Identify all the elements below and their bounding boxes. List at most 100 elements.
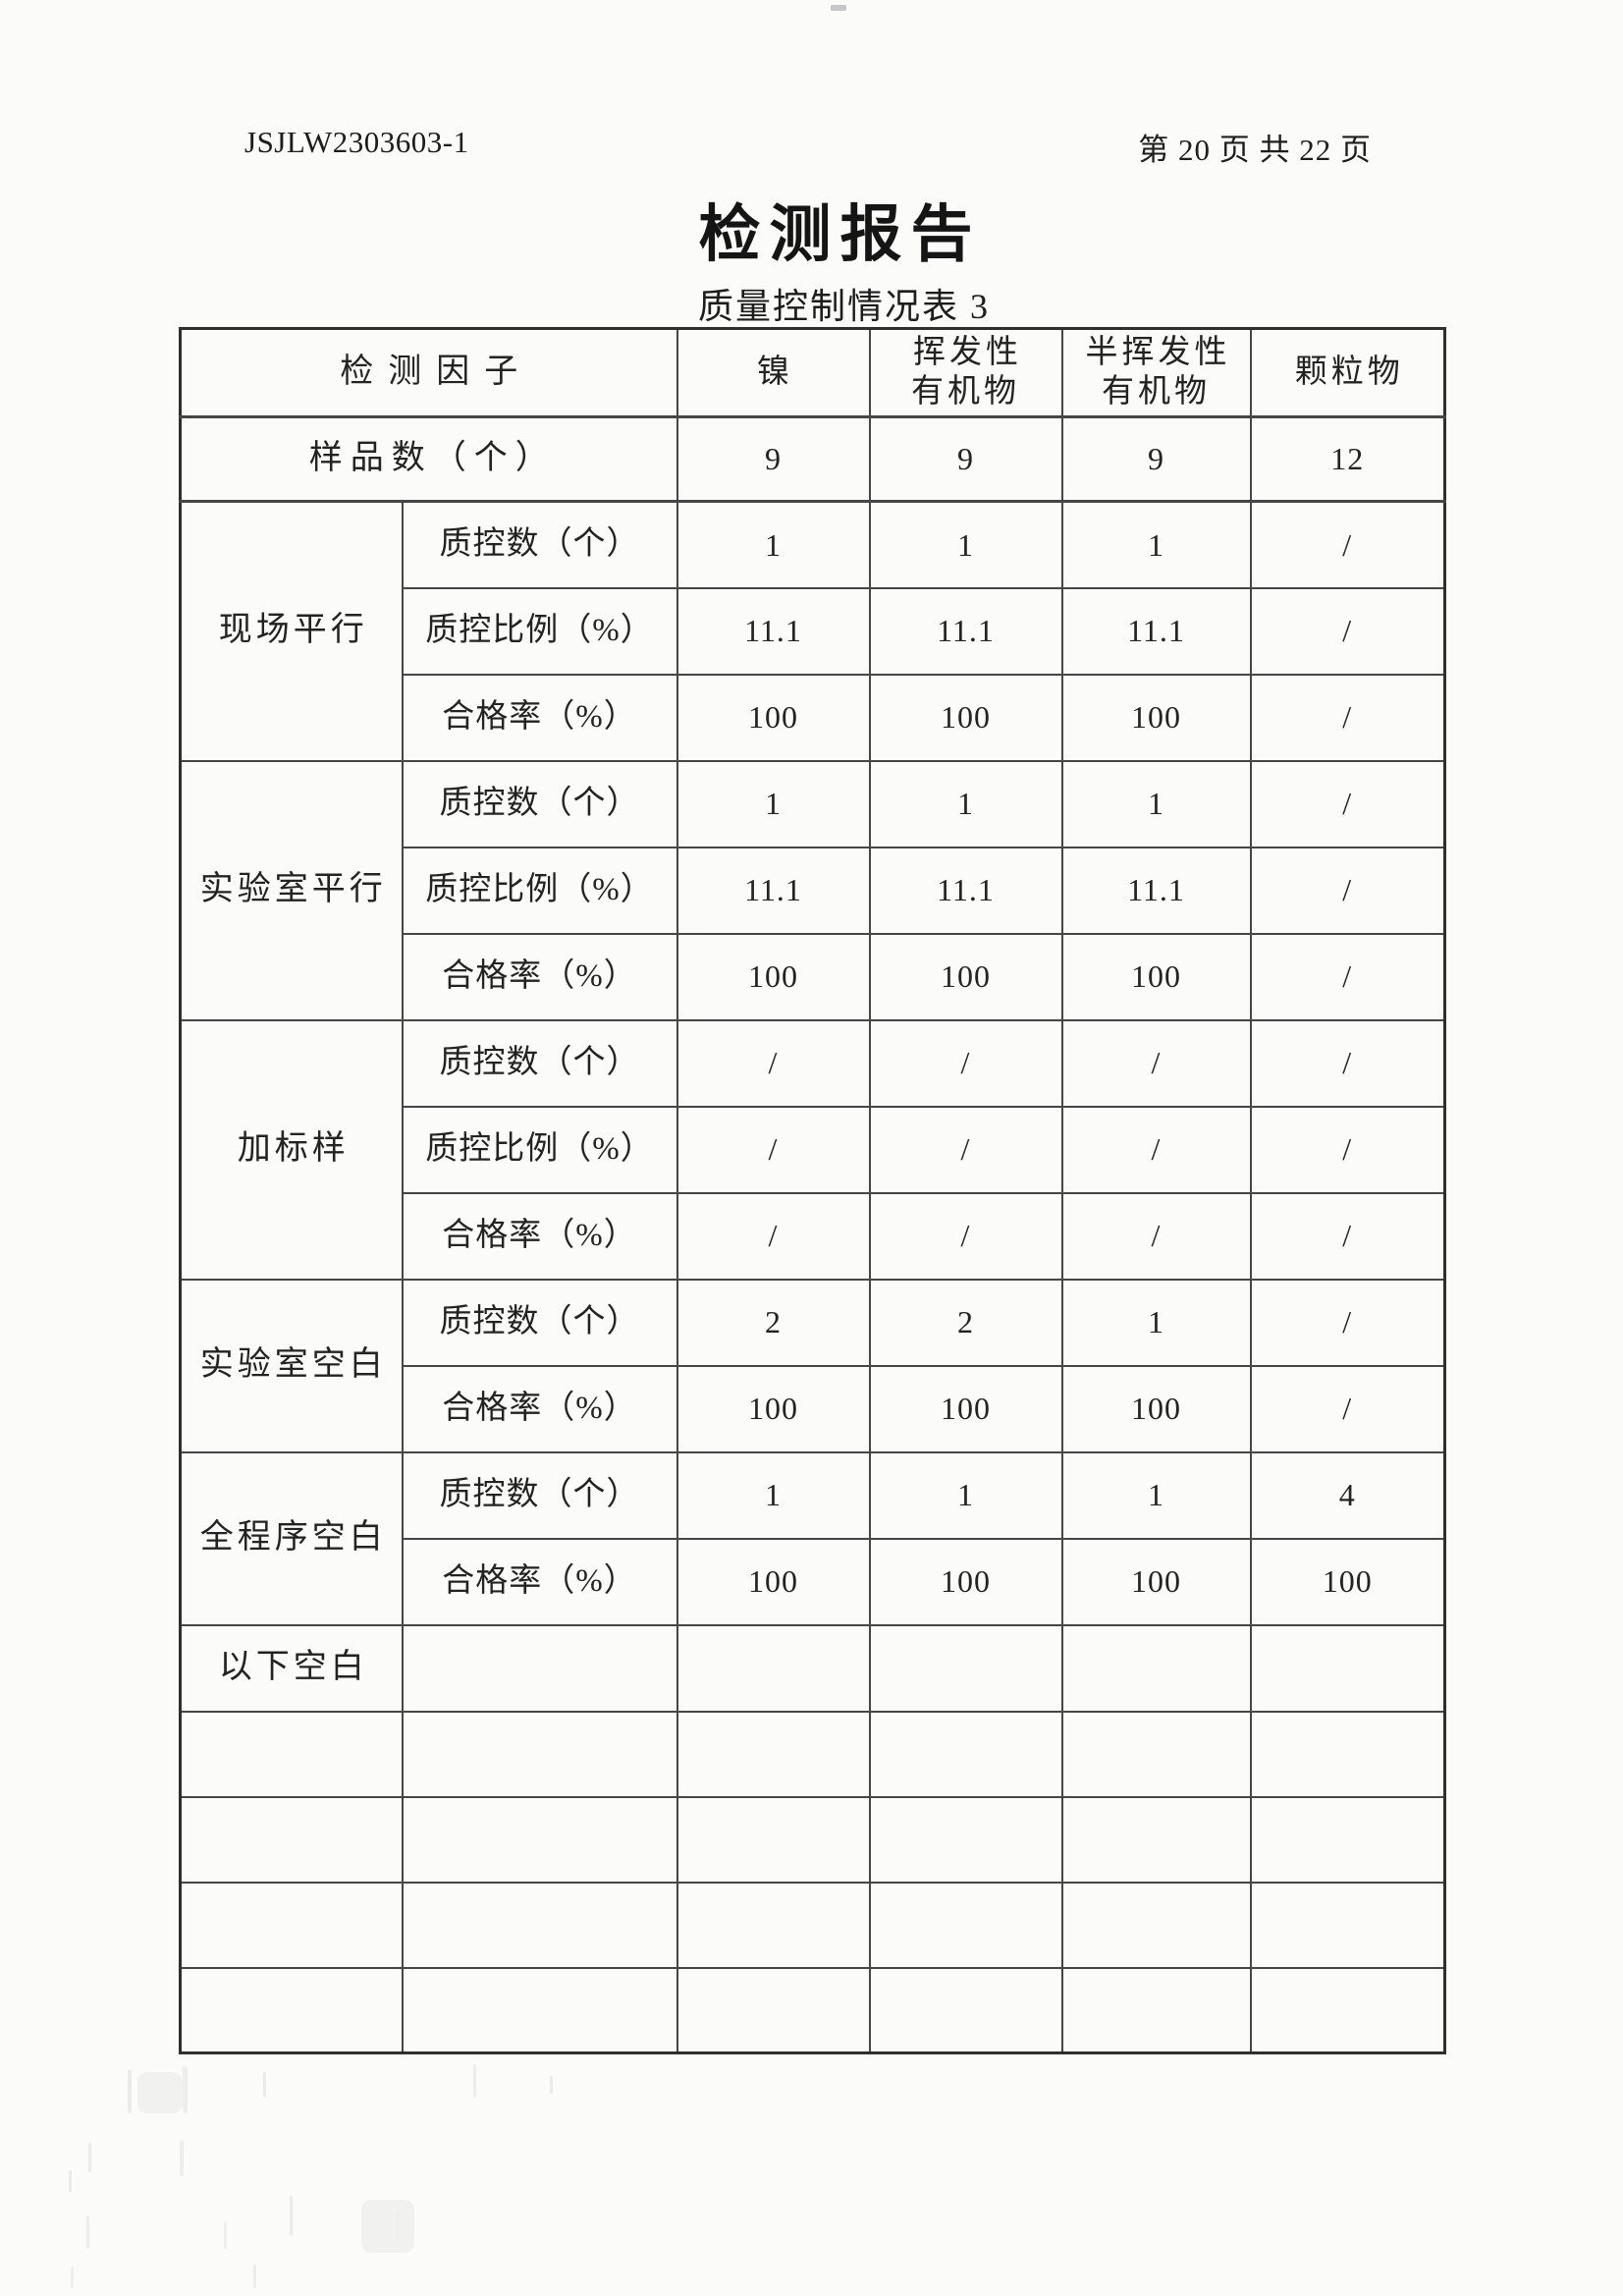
scan-noise [180,2141,184,2176]
value-cell: / [868,1191,1063,1281]
empty-cell [179,1966,404,2054]
empty-cell [1060,1795,1252,1884]
value-cell: 1 [868,500,1063,589]
value-cell: / [1249,1018,1446,1108]
scan-noise [290,2196,293,2235]
table-row: 实验室空白 质控数（个） 2 2 1 / [179,1278,1446,1453]
empty-cell [676,1966,871,2054]
header-pm-cell: 颗粒物 [1249,327,1446,418]
empty-cell [401,1881,678,1969]
group-site-parallel-cell: 现场平行 [179,500,404,762]
pass-rate-label-cell: 合格率（%） [401,932,678,1021]
empty-row [179,1795,1446,1884]
empty-cell [1249,1881,1446,1969]
empty-cell [179,1795,404,1884]
value-cell: / [1249,1105,1446,1194]
value-cell: / [676,1191,871,1281]
table-row: 质控比例（%） / / / / [181,1105,1446,1194]
empty-cell [676,1795,871,1884]
scan-noise [69,2170,72,2192]
value-cell: / [1249,586,1446,676]
header-factor-cell: 检测因子 [179,327,678,418]
value-cell: 1 [1060,500,1252,589]
empty-cell [1249,1795,1446,1884]
empty-cell [179,1881,404,1969]
empty-cell [868,1881,1063,1969]
value-cell: 100 [868,673,1063,762]
empty-cell [676,1881,871,1969]
header-row: 检测因子 镍 挥发性 有机物 半挥发性 有机物 颗粒物 [179,327,1446,418]
empty-cell [401,1795,678,1884]
value-cell: 100 [676,1364,871,1453]
empty-row [179,1966,1446,2054]
value-cell: 9 [868,415,1063,503]
table-row: 合格率（%） 100 100 100 / [181,673,1446,762]
value-cell: 1 [1060,759,1252,848]
value-cell: 100 [1060,932,1252,1021]
value-cell: 12 [1249,415,1446,503]
value-cell: 2 [676,1278,871,1367]
sample-count-row: 样品数（个） 9 9 9 12 [179,415,1446,503]
pass-rate-label-cell: 合格率（%） [401,1364,678,1453]
qc-count-label-cell: 质控数（个） [401,1450,678,1540]
table-row: 全程序空白 质控数（个） 1 1 1 4 [179,1450,1446,1626]
value-cell: / [868,1018,1063,1108]
group-lab-parallel-cell: 实验室平行 [179,759,404,1021]
table-row: 加标样 质控数（个） / / / / [179,1018,1446,1281]
table-row: 合格率（%） 100 100 100 / [181,932,1446,1021]
value-cell: 2 [868,1278,1063,1367]
value-cell: / [1249,846,1446,935]
qc-count-label-cell: 质控数（个） [401,1018,678,1108]
header-svoc-cell: 半挥发性 有机物 [1060,327,1252,418]
scan-noise [263,2072,266,2098]
value-cell: 11.1 [676,846,871,935]
scan-noise [128,2070,132,2113]
scan-noise [253,2265,256,2288]
qc-ratio-label-cell: 质控比例（%） [401,586,678,676]
qc-count-label-cell: 质控数（个） [401,759,678,848]
value-cell: 100 [1060,1364,1252,1453]
value-cell: / [676,1105,871,1194]
qc-ratio-label-cell: 质控比例（%） [401,846,678,935]
value-cell: / [1249,1364,1446,1453]
empty-row [179,1881,1446,1969]
empty-cell [868,1623,1063,1713]
empty-cell [868,1795,1063,1884]
value-cell: 1 [868,1450,1063,1540]
value-cell: 1 [1060,1278,1252,1367]
table-row: 现场平行 质控数（个） 1 1 1 / [179,500,1446,762]
empty-cell [401,1966,678,2054]
pass-rate-label-cell: 合格率（%） [401,1191,678,1281]
empty-cell [1060,1966,1252,2054]
value-cell: 1 [676,1450,871,1540]
scan-noise [473,2064,476,2098]
scan-noise [137,2072,183,2113]
group-procedure-blank-cell: 全程序空白 [179,1450,404,1626]
value-cell: / [1249,1278,1446,1367]
empty-cell [401,1710,678,1798]
empty-cell [1060,1623,1252,1713]
value-cell: 100 [676,1537,871,1626]
value-cell: 9 [676,415,871,503]
empty-cell [868,1966,1063,2054]
value-cell: / [1249,500,1446,589]
table-row: 质控比例（%） 11.1 11.1 11.1 / [181,846,1446,935]
empty-cell [1249,1623,1446,1713]
table-row: 实验室平行 质控数（个） 1 1 1 / [179,759,1446,1021]
header-voc-cell: 挥发性 有机物 [868,327,1063,418]
value-cell: 100 [868,932,1063,1021]
doc-number: JSJLW2303603-1 [244,125,469,159]
scan-noise [71,2267,74,2288]
value-cell: 100 [1060,1537,1252,1626]
empty-cell [676,1710,871,1798]
value-cell: 11.1 [1060,846,1252,935]
below-blank-cell: 以下空白 [179,1623,404,1713]
empty-cell [868,1710,1063,1798]
value-cell: / [1249,759,1446,848]
value-cell: / [1060,1191,1252,1281]
value-cell: / [1249,1191,1446,1281]
qc-table: 检测因子 镍 挥发性 有机物 半挥发性 有机物 颗粒物 样品数（个） 9 9 9… [179,327,1446,2054]
document-header: JSJLW2303603-1 第 20 页 共 22 页 [244,125,1372,169]
table-caption: 质量控制情况表 3 [697,287,990,326]
empty-cell [1060,1710,1252,1798]
